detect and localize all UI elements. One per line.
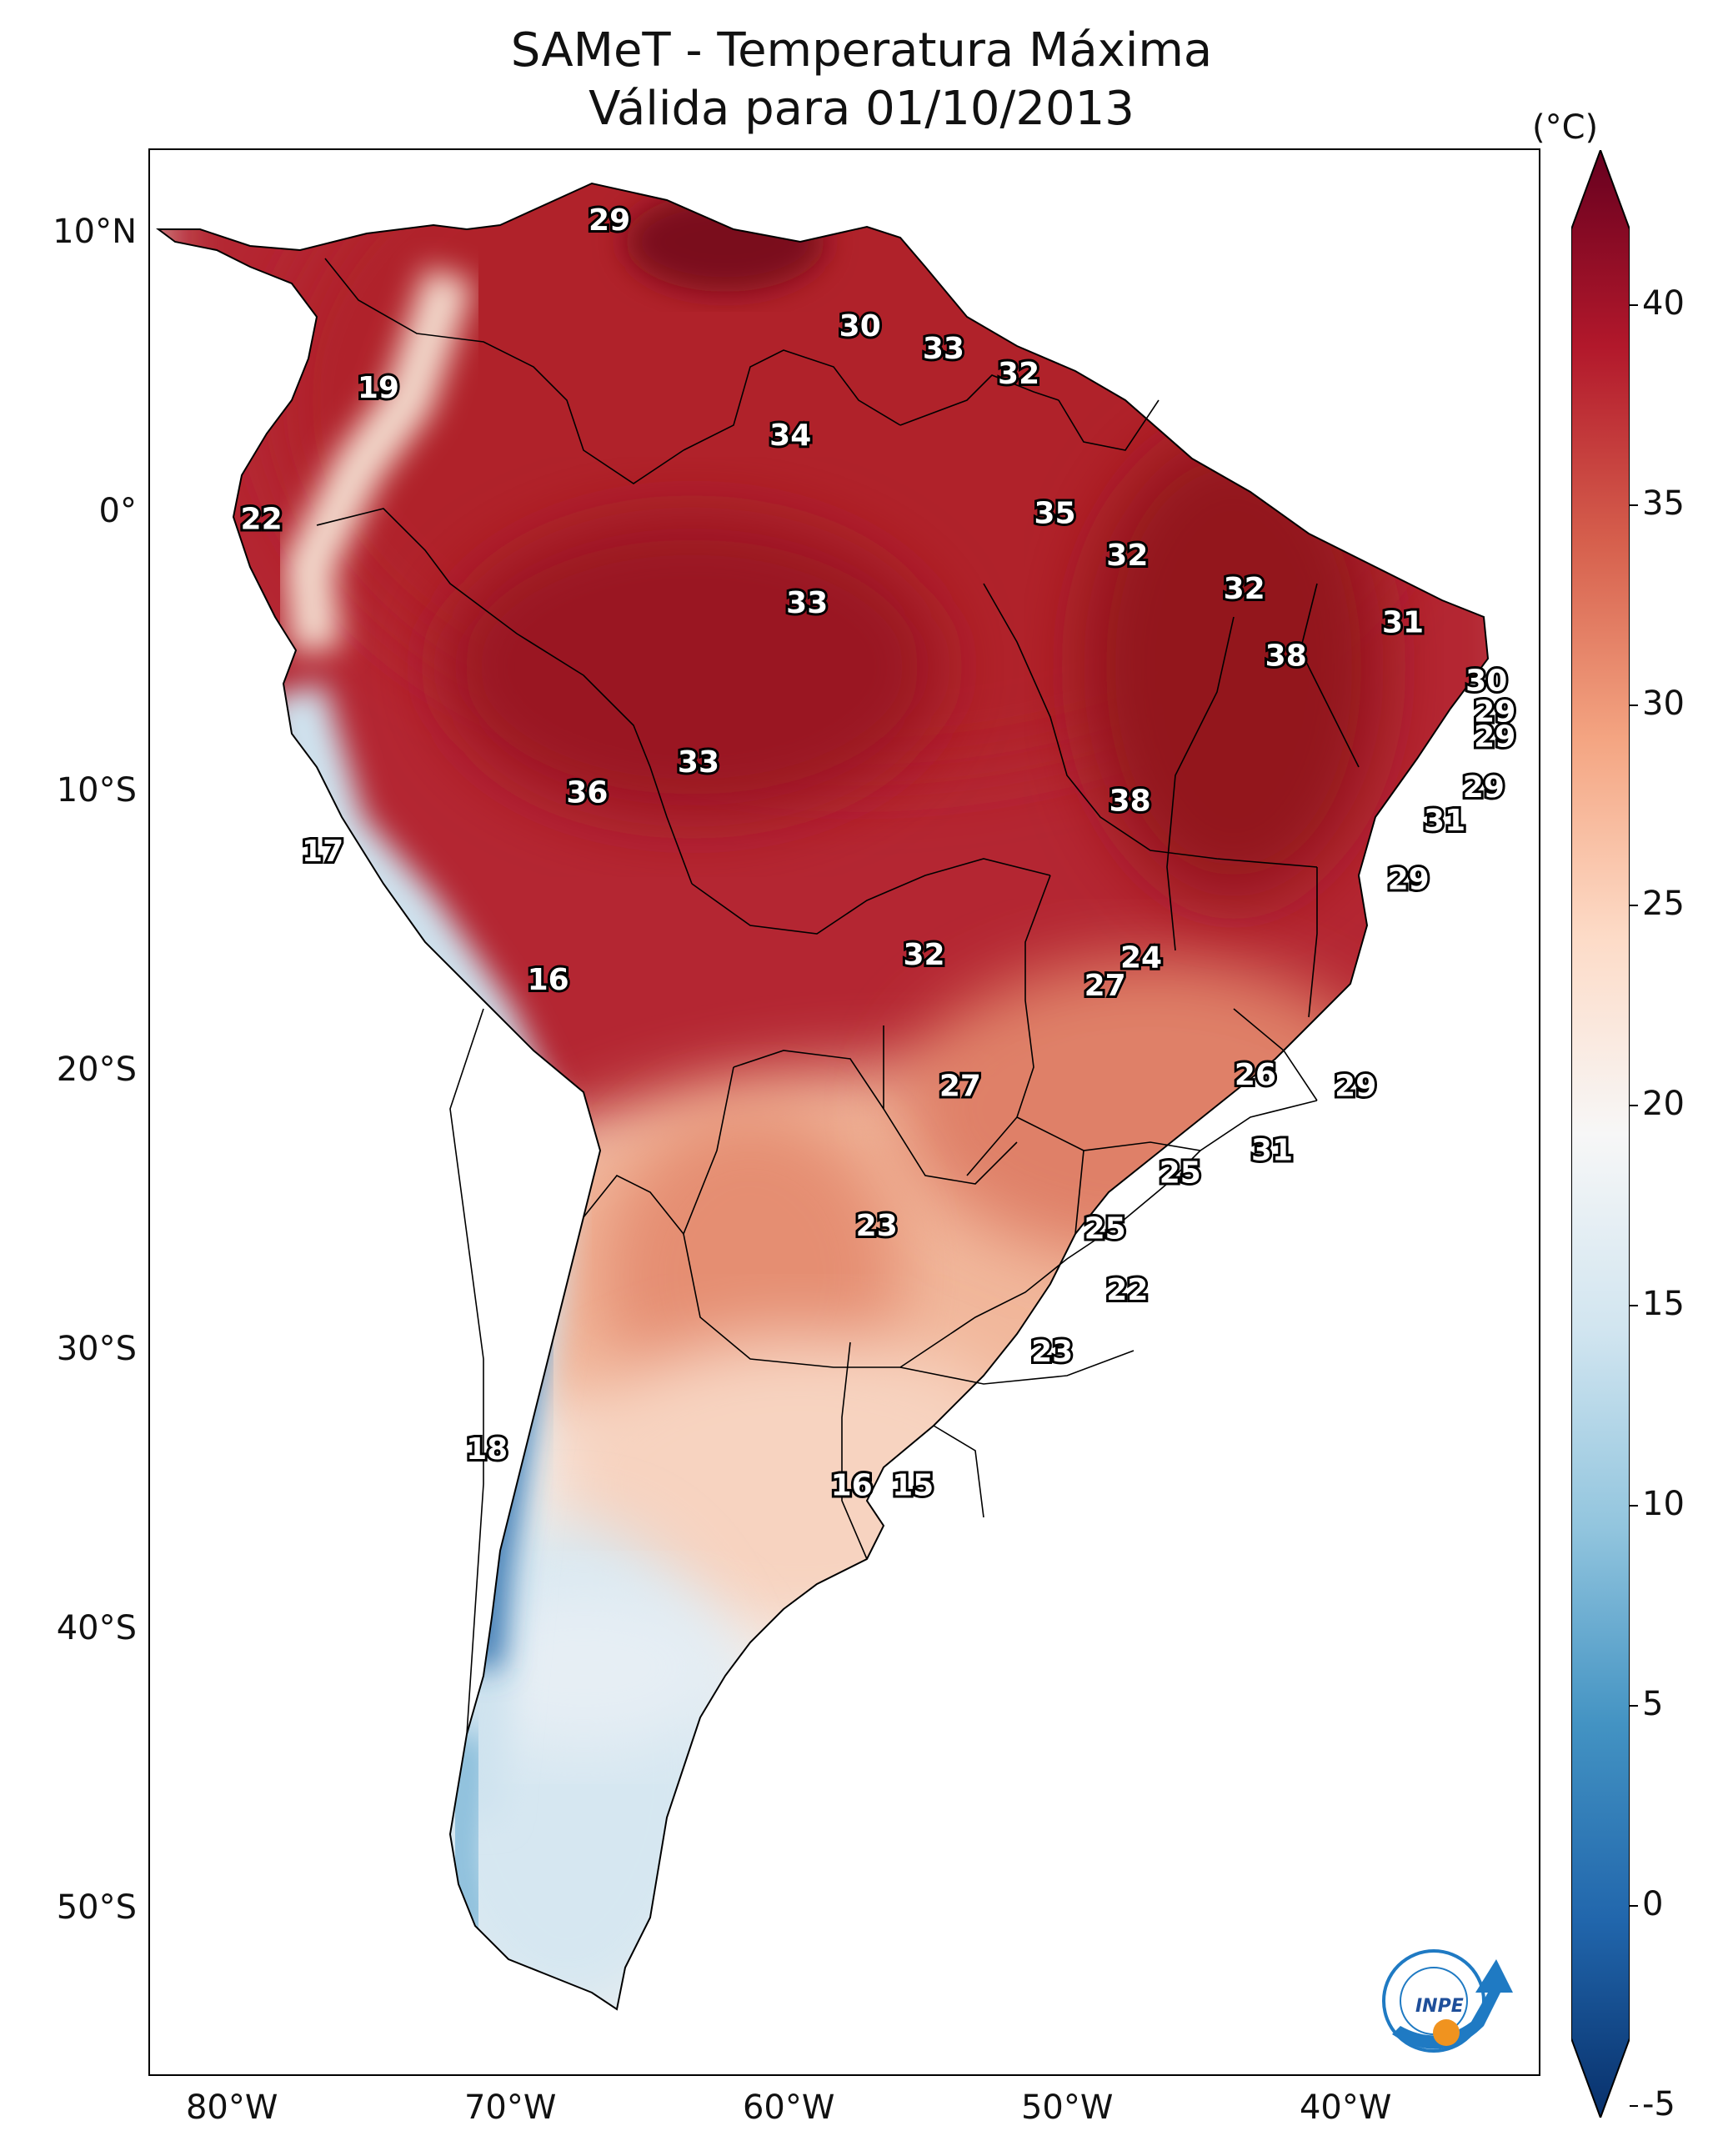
temperature-value-label: 30	[1465, 664, 1507, 699]
temperature-value-label: 33	[678, 745, 719, 780]
temperature-value-label: 23	[1031, 1335, 1073, 1369]
temperature-value-label: 29	[1388, 863, 1430, 897]
longitude-label: 50°W	[1020, 2088, 1114, 2127]
latitude-label: 50°S	[56, 1888, 137, 1927]
inpe-logo: INPE	[1382, 1949, 1513, 2053]
temperature-value-label: 32	[903, 938, 944, 972]
temperature-value-label: 31	[1382, 605, 1424, 639]
temperature-value-label: 18	[466, 1432, 508, 1467]
latitude-label: 30°S	[56, 1329, 137, 1368]
temperature-value-label: 31	[1424, 804, 1465, 838]
colorbar-tick-label: 15	[1642, 1285, 1685, 1323]
colorbar-tick-label: 0	[1642, 1885, 1664, 1923]
colorbar-tick-mark	[1630, 1305, 1638, 1306]
temperature-value-label: 32	[998, 357, 1039, 391]
temperature-value-label: 25	[1160, 1156, 1201, 1190]
temperature-value-label: 16	[831, 1469, 873, 1503]
colorbar-tick-label: 20	[1642, 1085, 1685, 1123]
temperature-value-label: 29	[1335, 1069, 1376, 1103]
temperature-value-label: 36	[566, 776, 608, 810]
temperature-value-label: 24	[1120, 940, 1162, 975]
colorbar-gradient	[1571, 150, 1630, 2118]
temperature-value-label: 38	[1109, 785, 1151, 819]
temperature-value-label: 38	[1265, 639, 1307, 673]
longitude-label: 70°W	[463, 2088, 557, 2127]
temperature-value-label: 27	[1084, 969, 1126, 1003]
temperature-value-label: 30	[839, 309, 881, 343]
colorbar-unit: (°C)	[1532, 108, 1599, 147]
temperature-field	[158, 183, 1488, 2009]
temperature-value-label: 29	[1474, 720, 1515, 755]
colorbar-tick-label: 30	[1642, 684, 1685, 723]
latitude-label: 0°	[98, 491, 137, 530]
latitude-label: 10°S	[56, 770, 137, 810]
colorbar-tick-label: 10	[1642, 1485, 1685, 1523]
colorbar-tick-mark	[1630, 304, 1638, 306]
longitude-label: 60°W	[742, 2088, 835, 2127]
colorbar-tick-mark	[1630, 1105, 1638, 1106]
colorbar-tick-mark	[1630, 504, 1638, 506]
temperature-value-label: 32	[1106, 539, 1148, 573]
temperature-value-label: 31	[1251, 1134, 1293, 1168]
longitude-label: 80°W	[185, 2088, 278, 2127]
temperature-value-label: 17	[302, 835, 343, 869]
map-title-line-1: SAMeT - Temperatura Máxima	[510, 23, 1213, 78]
colorbar-tick-mark	[1630, 1505, 1638, 1507]
temperature-value-label: 33	[786, 586, 828, 620]
political-borders	[316, 258, 1360, 1735]
temperature-value-label: 26	[1235, 1058, 1276, 1092]
temperature-value-label: 29	[1474, 694, 1515, 729]
colorbar-tick-mark	[1630, 1905, 1638, 1907]
temperature-value-label: 27	[939, 1069, 981, 1103]
coastline	[156, 182, 1490, 2011]
colorbar-tick-label: 5	[1642, 1685, 1664, 1723]
temperature-value-label: 34	[769, 419, 811, 453]
colorbar-tick-mark	[1630, 905, 1638, 906]
temperature-value-label: 25	[1084, 1211, 1126, 1246]
temperature-value-label: 29	[589, 203, 630, 238]
temperature-value-label: 23	[856, 1209, 898, 1243]
latitude-label: 40°S	[56, 1608, 137, 1647]
latitude-label: 10°N	[53, 212, 137, 251]
colorbar-tick-mark	[1630, 2105, 1638, 2107]
temperature-value-label: 19	[358, 371, 399, 405]
colorbar	[1571, 150, 1630, 2118]
map-area: 29 30 33 32 19 34 22 35 32 33 32 31 38 30 29 29 33 36 38 29…	[148, 148, 1540, 2076]
temperature-value-label: 35	[1034, 497, 1075, 531]
colorbar-tick-label: 35	[1642, 484, 1685, 523]
colorbar-tick-label: -5	[1642, 2085, 1675, 2123]
latitude-label: 20°S	[56, 1050, 137, 1089]
map-title-line-2: Válida para 01/10/2013	[589, 82, 1134, 136]
temperature-value-label: 22	[1106, 1273, 1148, 1307]
colorbar-tick-mark	[1630, 704, 1638, 706]
temperature-value-label: 15	[892, 1469, 934, 1503]
temperature-value-label: 16	[528, 963, 569, 997]
longitude-label: 40°W	[1299, 2088, 1392, 2127]
svg-text:INPE: INPE	[1415, 1996, 1464, 2017]
colorbar-tick-label: 25	[1642, 885, 1685, 923]
temperature-value-label: 22	[241, 502, 283, 536]
temperature-value-label: 32	[1224, 572, 1265, 606]
temperature-value-label: 33	[923, 332, 964, 366]
colorbar-tick-label: 40	[1642, 284, 1685, 323]
colorbar-tick-mark	[1630, 1705, 1638, 1707]
temperature-value-label: 29	[1463, 770, 1505, 805]
